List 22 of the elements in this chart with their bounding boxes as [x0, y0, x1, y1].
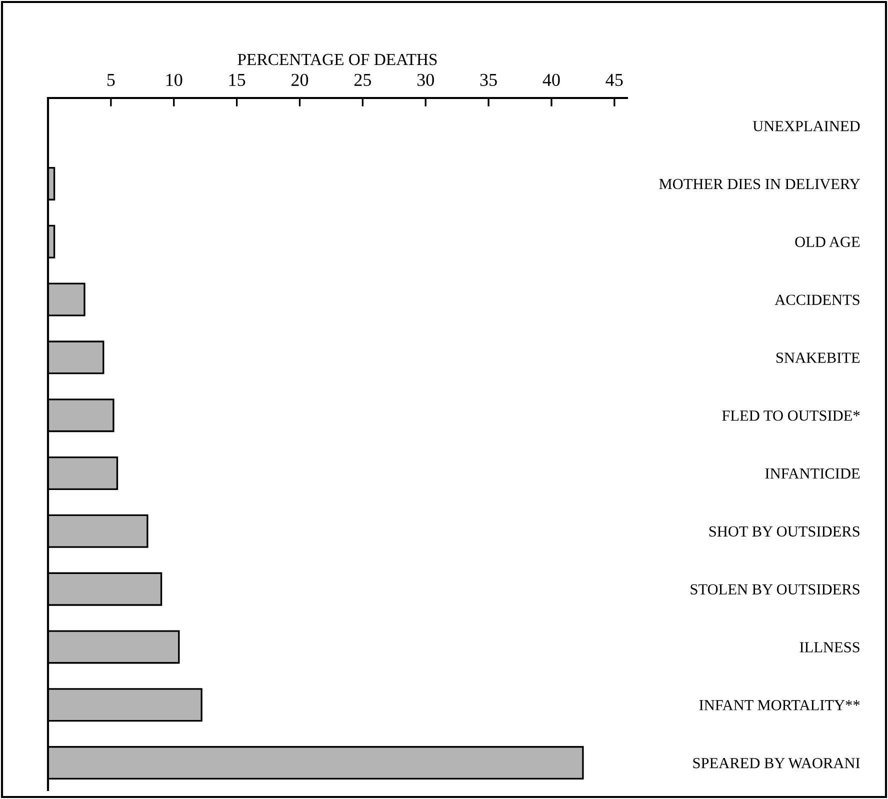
x-tick-label: 20	[292, 74, 308, 86]
x-tick-label: 35	[480, 74, 497, 86]
x-axis-title: PERCENTAGE OF DEATHS	[238, 54, 437, 66]
y-tick-label: SHOT BY OUTSIDERS	[709, 526, 860, 537]
y-tick-label: SPEARED BY WAORANI	[693, 758, 860, 768]
y-tick-label: UNEXPLAINED	[752, 121, 860, 132]
x-tick-label: 5	[107, 74, 115, 86]
y-tick-label: STOLEN BY OUTSIDERS	[690, 584, 860, 595]
y-tick-label: ILLNESS	[800, 642, 860, 652]
y-tick-label: SNAKEBITE	[776, 352, 860, 363]
x-tick-label: 45	[606, 74, 623, 86]
x-tick-label: 15	[229, 74, 246, 86]
x-tick-label: 10	[166, 74, 182, 86]
y-tick-label: INFANTICIDE	[765, 468, 860, 479]
y-tick-label: FLED TO OUTSIDE*	[722, 410, 860, 421]
x-tick-label: 30	[417, 74, 434, 86]
x-tick-label: 40	[542, 74, 560, 86]
y-tick-label: INFANT MORTALITY**	[699, 700, 860, 710]
x-tick-label: 25	[354, 74, 371, 86]
y-tick-label: ACCIDENTS	[774, 294, 860, 305]
y-tick-label: OLD AGE	[795, 236, 860, 248]
y-tick-label: MOTHER DIES IN DELIVERY	[659, 178, 860, 190]
